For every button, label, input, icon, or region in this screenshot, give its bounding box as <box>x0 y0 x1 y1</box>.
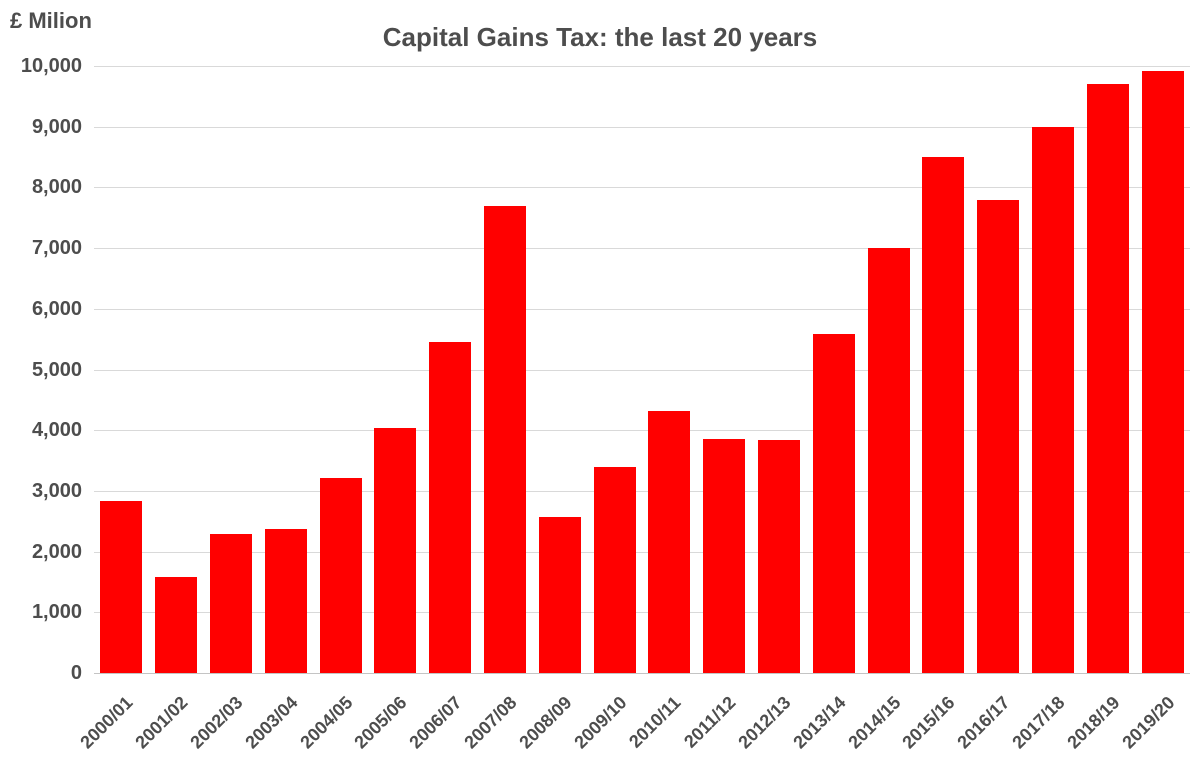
bar-slot-2018-19 <box>1080 66 1135 673</box>
bar-slot-2012-13 <box>752 66 807 673</box>
gridline-7000 <box>94 248 1190 250</box>
x-label-2011-12: 2011/12 <box>680 692 740 752</box>
x-label-2014-15: 2014/15 <box>843 692 905 753</box>
chart-title: Capital Gains Tax: the last 20 years <box>382 22 818 52</box>
bar-2005-06 <box>374 428 417 673</box>
y-tick-6000: 6,000 <box>31 297 82 320</box>
x-label-2015-16: 2015/16 <box>898 692 959 753</box>
bar-2008-09 <box>538 517 581 673</box>
x-label-2000-01: 2000/01 <box>76 692 137 753</box>
x-axis-labels: 2000/01 2001/02 2002/03 2003/04 2004/05 2005/… <box>77 673 1190 772</box>
gridline-10000 <box>94 66 1190 67</box>
bar-slot-2014-15 <box>861 66 916 673</box>
y-tick-0: 0 <box>70 662 82 684</box>
bar-2000-01 <box>100 501 143 673</box>
bar-2007-08 <box>483 206 526 673</box>
bar-slot-2016-17 <box>971 66 1026 673</box>
bar-slot-2004-05 <box>313 66 368 673</box>
bar-2017-18 <box>1031 126 1074 673</box>
y-axis-unit-label: £ Milion <box>10 8 92 33</box>
bar-slot-2006-07 <box>423 66 478 673</box>
bar-2004-05 <box>319 477 362 673</box>
x-label-2012-13: 2012/13 <box>734 692 795 753</box>
gridline-1000 <box>94 612 1190 614</box>
x-label-2013-14: 2013/14 <box>789 692 850 753</box>
bar-slot-2017-18 <box>1026 66 1081 673</box>
gridline-2000 <box>94 551 1190 553</box>
gridline-9000 <box>94 126 1190 128</box>
bar-slot-2015-16 <box>916 66 971 673</box>
x-label-2017-18: 2017/18 <box>1008 692 1069 753</box>
gridline-0 <box>94 673 1190 674</box>
bar-slot-2013-14 <box>806 66 861 673</box>
y-tick-7000: 7,000 <box>31 237 82 260</box>
x-label-2002-03: 2002/03 <box>186 692 247 753</box>
bar-slot-2002-03 <box>204 66 259 673</box>
bar-slot-2001-02 <box>149 66 204 673</box>
bar-2006-07 <box>429 342 472 673</box>
x-label-2008-09: 2008/09 <box>515 692 576 753</box>
bar-slot-2005-06 <box>368 66 423 673</box>
x-label-2005-06: 2005/06 <box>350 692 411 753</box>
x-label-2006-07: 2006/07 <box>405 692 466 753</box>
bar-series <box>94 66 1190 673</box>
bar-2013-14 <box>812 334 855 673</box>
bar-slot-2007-08 <box>478 66 533 673</box>
x-label-2001-02: 2001/02 <box>131 692 192 753</box>
x-label-2003-04: 2003/04 <box>241 692 302 753</box>
y-axis-tick-labels: 0 1,000 2,000 3,000 4,000 5,000 6,000 7,000 8,00… <box>0 56 82 683</box>
bar-slot-2011-12 <box>697 66 752 673</box>
bar-2019-20 <box>1141 70 1184 673</box>
x-label-2016-17: 2016/17 <box>953 692 1014 753</box>
bar-2018-19 <box>1086 84 1129 673</box>
gridline-5000 <box>94 369 1190 371</box>
y-tick-4000: 4,000 <box>31 419 82 442</box>
bar-slot-2010-11 <box>642 66 697 673</box>
y-tick-3000: 3,000 <box>31 479 82 502</box>
bar-slot-2008-09 <box>532 66 587 673</box>
bar-slot-2000-01 <box>94 66 149 673</box>
bar-2014-15 <box>867 248 910 673</box>
gridline-3000 <box>94 490 1190 492</box>
y-tick-5000: 5,000 <box>31 358 82 381</box>
bar-2002-03 <box>209 534 252 673</box>
bar-2016-17 <box>977 200 1020 673</box>
x-label-2004-05: 2004/05 <box>295 692 357 753</box>
gridline-8000 <box>94 187 1190 189</box>
x-label-2019-20: 2019/20 <box>1117 692 1179 753</box>
x-label-2009-10: 2009/10 <box>569 692 631 753</box>
bar-slot-2003-04 <box>258 66 313 673</box>
bar-2012-13 <box>757 439 800 673</box>
x-label-2018-19: 2018/19 <box>1063 692 1124 753</box>
bar-slot-2019-20 <box>1135 66 1190 673</box>
x-label-2007-08: 2007/08 <box>460 692 521 753</box>
bar-2001-02 <box>155 577 198 673</box>
gridline-4000 <box>94 430 1190 432</box>
y-tick-9000: 9,000 <box>31 115 82 138</box>
y-tick-2000: 2,000 <box>31 540 82 563</box>
bar-2010-11 <box>648 411 691 673</box>
bar-2011-12 <box>703 439 746 673</box>
x-label-2010-11: 2010/11 <box>625 692 685 752</box>
y-tick-1000: 1,000 <box>31 601 82 624</box>
bar-2015-16 <box>922 157 965 673</box>
gridline-6000 <box>94 308 1190 310</box>
bar-2009-10 <box>593 466 636 673</box>
bar-2003-04 <box>264 528 307 673</box>
plot-area <box>94 66 1190 674</box>
y-tick-8000: 8,000 <box>31 176 82 199</box>
y-tick-10000: 10,000 <box>20 55 82 77</box>
bar-slot-2009-10 <box>587 66 642 673</box>
